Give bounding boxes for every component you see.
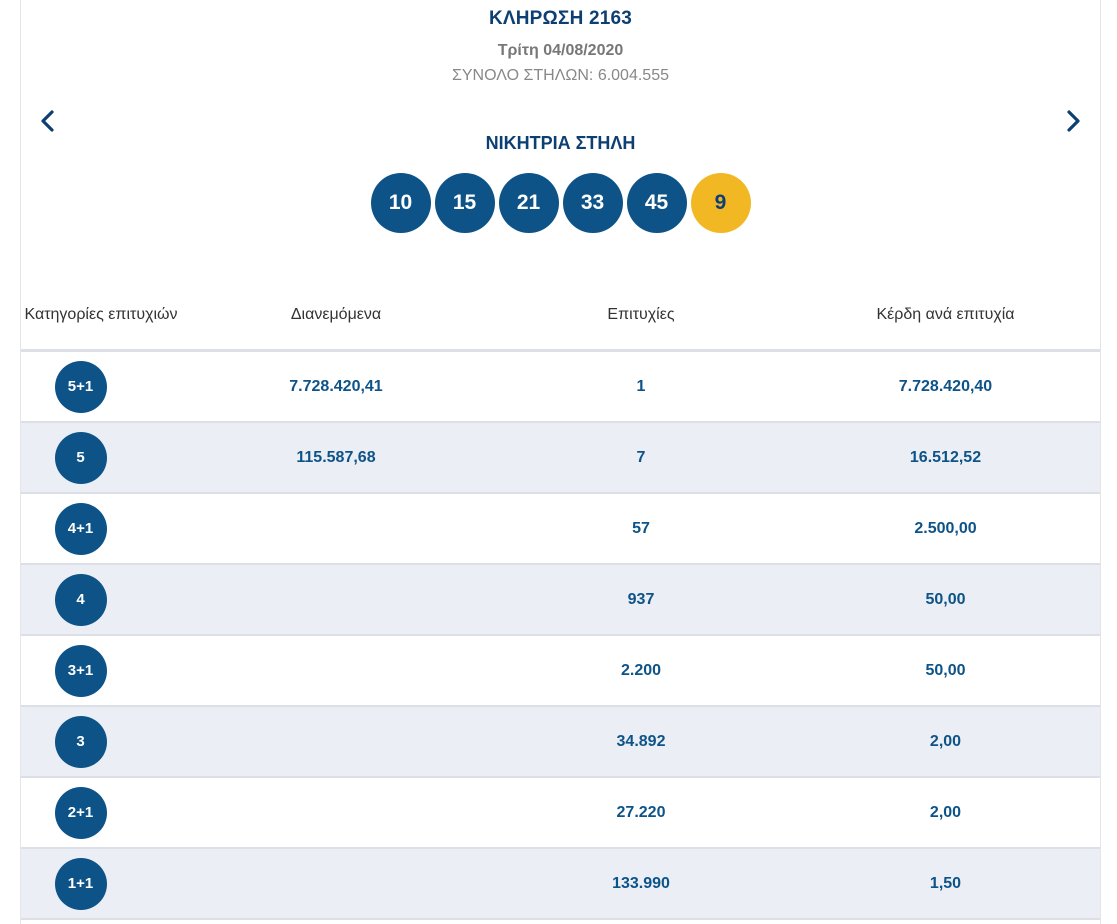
winners-value: 7	[636, 448, 646, 466]
winners-value: 34.892	[616, 732, 666, 750]
table-row: 4+1 57 2.500,00	[21, 494, 1100, 565]
winning-number-ball: 10	[370, 173, 431, 233]
winners-value: 57	[632, 519, 650, 537]
winning-number-ball: 21	[498, 173, 559, 233]
distributed-value: 7.728.420,41	[289, 377, 383, 395]
table-row: 1+1 133.990 1,50	[21, 849, 1100, 920]
bonus-number-ball: 9	[690, 173, 751, 233]
prize-value: 2,00	[929, 803, 962, 821]
winners-value: 1	[636, 377, 646, 395]
category-badge: 2+1	[54, 786, 107, 839]
prize-value: 7.728.420,40	[898, 377, 993, 395]
category-badge: 5+1	[54, 360, 107, 413]
draw-title: ΚΛΗΡΩΣΗ 2163	[488, 8, 633, 29]
category-badge: 3+1	[54, 644, 107, 697]
table-row: 5 115.587,68 7 16.512,52	[21, 423, 1100, 494]
winners-value: 2.200	[620, 661, 662, 679]
winners-value: 27.220	[616, 803, 666, 821]
prize-value: 1,50	[929, 874, 962, 892]
total-columns: ΣΥΝΟΛΟ ΣΤΗΛΩΝ: 6.004.555	[451, 67, 669, 84]
chevron-left-icon	[41, 110, 54, 132]
header-winners: Επιτυχίες	[607, 305, 675, 323]
prize-table: Κατηγορίες επιτυχιών Διανεμόμενα Επιτυχί…	[21, 280, 1100, 920]
prize-value: 50,00	[925, 590, 966, 608]
category-badge: 5	[54, 431, 107, 484]
previous-draw-button[interactable]	[33, 106, 63, 136]
prize-value: 2,00	[929, 732, 962, 750]
table-row: 4 937 50,00	[21, 565, 1100, 636]
prize-value: 50,00	[925, 661, 966, 679]
table-row: 5+1 7.728.420,41 1 7.728.420,40	[21, 352, 1100, 423]
table-row: 3+1 2.200 50,00	[21, 636, 1100, 707]
draw-date: Τρίτη 04/08/2020	[497, 42, 624, 59]
next-draw-button[interactable]	[1058, 106, 1088, 136]
header-distributed: Διανεμόμενα	[290, 305, 382, 323]
distributed-value: 115.587,68	[296, 448, 376, 466]
category-badge: 1+1	[54, 857, 107, 910]
winning-number-ball: 15	[434, 173, 495, 233]
table-row: 3 34.892 2,00	[21, 707, 1100, 778]
winning-number-ball: 45	[626, 173, 687, 233]
category-badge: 4	[54, 573, 107, 626]
category-badge: 3	[54, 715, 107, 768]
prize-value: 16.512,52	[909, 448, 982, 466]
winners-value: 937	[627, 590, 655, 608]
winning-column-label: ΝΙΚΗΤΡΙΑ ΣΤΗΛΗ	[485, 133, 636, 153]
draw-results-panel: ΚΛΗΡΩΣΗ 2163 Τρίτη 04/08/2020 ΣΥΝΟΛΟ ΣΤΗ…	[20, 0, 1101, 924]
prize-value: 2.500,00	[914, 519, 977, 537]
winning-numbers: 10 15 21 33 45 9	[21, 173, 1100, 233]
winners-value: 133.990	[612, 874, 670, 892]
prize-table-header: Κατηγορίες επιτυχιών Διανεμόμενα Επιτυχί…	[21, 280, 1100, 352]
table-row: 2+1 27.220 2,00	[21, 778, 1100, 849]
chevron-right-icon	[1067, 110, 1080, 132]
category-badge: 4+1	[54, 502, 107, 555]
header-category: Κατηγορίες επιτυχιών	[24, 305, 178, 323]
header-prize: Κέρδη ανά επιτυχία	[876, 305, 1015, 323]
winning-number-ball: 33	[562, 173, 623, 233]
